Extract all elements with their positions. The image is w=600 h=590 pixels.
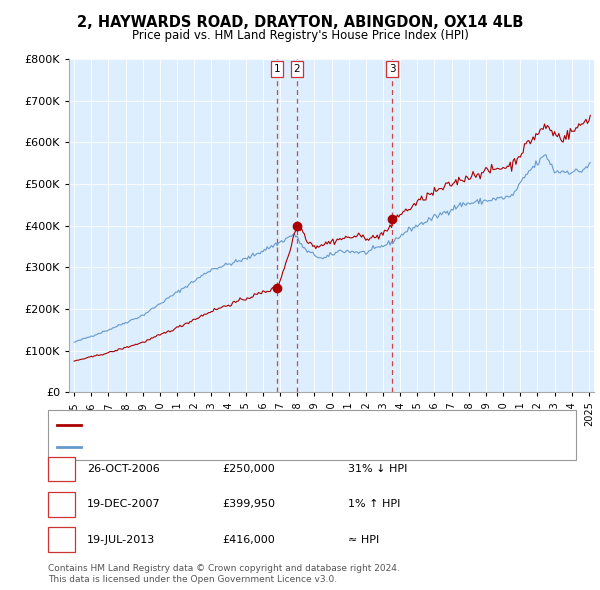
Text: HPI: Average price, detached house, Vale of White Horse: HPI: Average price, detached house, Vale… bbox=[87, 442, 383, 452]
Text: £416,000: £416,000 bbox=[222, 535, 275, 545]
Text: 26-OCT-2006: 26-OCT-2006 bbox=[87, 464, 160, 474]
Text: ≈ HPI: ≈ HPI bbox=[348, 535, 379, 545]
Text: 3: 3 bbox=[58, 535, 65, 545]
Text: Price paid vs. HM Land Registry's House Price Index (HPI): Price paid vs. HM Land Registry's House … bbox=[131, 30, 469, 42]
Text: 2, HAYWARDS ROAD, DRAYTON, ABINGDON, OX14 4LB (detached house): 2, HAYWARDS ROAD, DRAYTON, ABINGDON, OX1… bbox=[87, 420, 465, 430]
Text: Contains HM Land Registry data © Crown copyright and database right 2024.: Contains HM Land Registry data © Crown c… bbox=[48, 565, 400, 573]
Text: 1: 1 bbox=[274, 64, 280, 74]
Text: 1% ↑ HPI: 1% ↑ HPI bbox=[348, 500, 400, 509]
Text: 31% ↓ HPI: 31% ↓ HPI bbox=[348, 464, 407, 474]
Text: 2, HAYWARDS ROAD, DRAYTON, ABINGDON, OX14 4LB: 2, HAYWARDS ROAD, DRAYTON, ABINGDON, OX1… bbox=[77, 15, 523, 30]
Text: 19-DEC-2007: 19-DEC-2007 bbox=[87, 500, 161, 509]
Text: This data is licensed under the Open Government Licence v3.0.: This data is licensed under the Open Gov… bbox=[48, 575, 337, 584]
Text: 1: 1 bbox=[58, 464, 65, 474]
Text: £399,950: £399,950 bbox=[222, 500, 275, 509]
Text: 3: 3 bbox=[389, 64, 396, 74]
Text: 19-JUL-2013: 19-JUL-2013 bbox=[87, 535, 155, 545]
Text: £250,000: £250,000 bbox=[222, 464, 275, 474]
Text: 2: 2 bbox=[293, 64, 300, 74]
Text: 2: 2 bbox=[58, 500, 65, 509]
